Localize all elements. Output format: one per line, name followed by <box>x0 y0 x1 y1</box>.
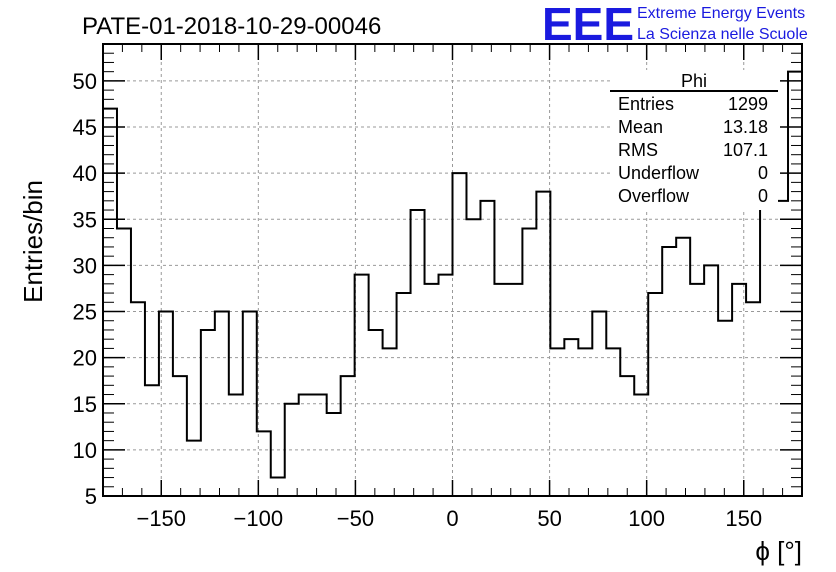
y-tick-label: 40 <box>73 161 97 186</box>
y-tick-label: 25 <box>73 300 97 325</box>
logo-line-2: La Scienza nelle Scuole <box>637 26 808 43</box>
stats-value-entries: 1299 <box>728 94 768 114</box>
stats-value-mean: 13.18 <box>723 117 768 137</box>
x-tick-label: −150 <box>136 506 186 531</box>
x-axis-title: ϕ [°] <box>755 536 802 566</box>
histogram-line <box>103 70 802 479</box>
y-tick-label: 45 <box>73 115 97 140</box>
stats-value-rms: 107.1 <box>723 140 768 160</box>
stats-box: Phi Entries 1299 Mean 13.18 RMS 107.1 Un… <box>610 70 778 210</box>
y-tick-label: 10 <box>73 438 97 463</box>
stats-label-entries: Entries <box>618 94 674 114</box>
stats-label-mean: Mean <box>618 117 663 137</box>
stats-label-underflow: Underflow <box>618 163 700 183</box>
y-tick-label: 15 <box>73 392 97 417</box>
stats-label-overflow: Overflow <box>618 186 690 206</box>
x-tick-label: 50 <box>537 506 561 531</box>
stats-box-background <box>610 70 778 210</box>
y-tick-label: 5 <box>85 484 97 509</box>
x-tick-label: 100 <box>628 506 665 531</box>
x-tick-label: −50 <box>337 506 374 531</box>
axis-ticks <box>102 43 803 497</box>
eee-logo: EEE Extreme Energy Events La Scienza nel… <box>542 0 808 50</box>
y-tick-label: 30 <box>73 253 97 278</box>
y-tick-label: 20 <box>73 346 97 371</box>
y-axis-title: Entries/bin <box>18 180 48 303</box>
x-tick-label: 150 <box>725 506 762 531</box>
x-tick-label: 0 <box>446 506 458 531</box>
y-tick-label: 35 <box>73 207 97 232</box>
x-tick-labels: −150 −100 −50 0 50 100 150 <box>136 506 762 531</box>
eee-logo-mark: EEE <box>542 0 634 50</box>
stats-label-rms: RMS <box>618 140 658 160</box>
y-tick-label: 50 <box>73 69 97 94</box>
x-tick-label: −100 <box>234 506 284 531</box>
stats-value-underflow: 0 <box>758 163 768 183</box>
chart-title: PATE-01-2018-10-29-00046 <box>82 13 381 40</box>
stats-name: Phi <box>681 71 707 91</box>
y-tick-labels: 5 10 15 20 25 30 35 40 45 50 <box>73 69 97 509</box>
stats-value-overflow: 0 <box>758 186 768 206</box>
logo-line-1: Extreme Energy Events <box>637 5 805 22</box>
